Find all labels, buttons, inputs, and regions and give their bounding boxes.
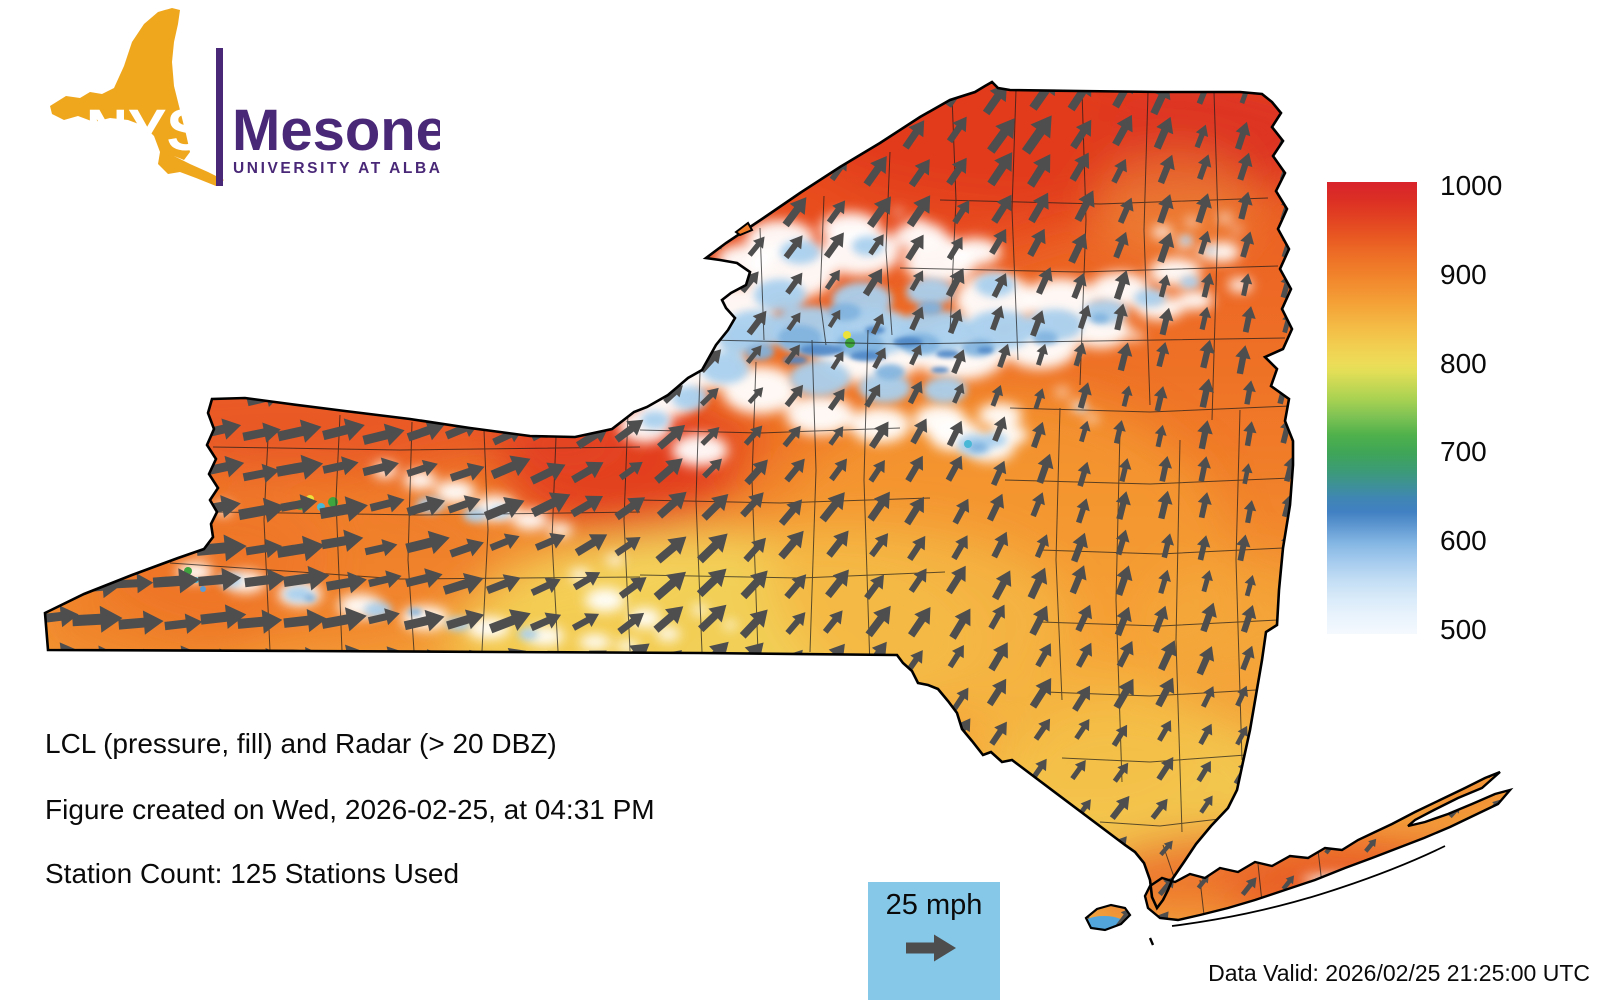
ny-state-outline bbox=[43, 80, 1295, 911]
map-title: LCL (pressure, fill) and Radar (> 20 DBZ… bbox=[45, 728, 557, 759]
figure-created-caption: Figure created on Wed, 2026-02-25, at 04… bbox=[45, 794, 655, 825]
logo-mesonet-text: Mesonet bbox=[232, 98, 440, 163]
colorbar-tick-900: 900 bbox=[1440, 258, 1487, 290]
station-count-caption: Station Count: 125 Stations Used bbox=[45, 858, 460, 889]
state-outlines bbox=[43, 80, 1514, 946]
nys-mesonet-logo: NYS Mesonet UNIVERSITY AT ALBANY bbox=[50, 8, 440, 186]
long-island-outline bbox=[1143, 770, 1514, 922]
galloo-island-outline bbox=[734, 221, 754, 237]
logo-subtitle-text: UNIVERSITY AT ALBANY bbox=[233, 160, 440, 177]
colorbar-tick-600: 600 bbox=[1440, 525, 1487, 557]
coast-tick-mark bbox=[1148, 937, 1155, 946]
wind-legend-arrow-icon bbox=[906, 934, 956, 962]
logo-nys-text: NYS bbox=[86, 98, 205, 163]
wind-speed-legend: 25 mph bbox=[868, 882, 1000, 1000]
pressure-colorbar bbox=[1327, 182, 1417, 634]
colorbar-tick-700: 700 bbox=[1440, 436, 1487, 468]
staten-island-outline bbox=[1084, 903, 1132, 932]
radar-darkblue-layer bbox=[783, 326, 993, 373]
data-valid-timestamp: Data Valid: 2026/02/25 21:25:00 UTC bbox=[1208, 960, 1590, 986]
colorbar-tick-800: 800 bbox=[1440, 347, 1487, 379]
logo-ny-state-shape bbox=[50, 8, 224, 186]
colorbar-tick-500: 500 bbox=[1440, 614, 1487, 645]
wind-speed-label: 25 mph bbox=[885, 889, 983, 921]
logo-divider-bar bbox=[216, 48, 223, 186]
li-barrier-islands bbox=[1171, 845, 1446, 927]
colorbar-tick-1000: 1000 bbox=[1440, 170, 1503, 201]
